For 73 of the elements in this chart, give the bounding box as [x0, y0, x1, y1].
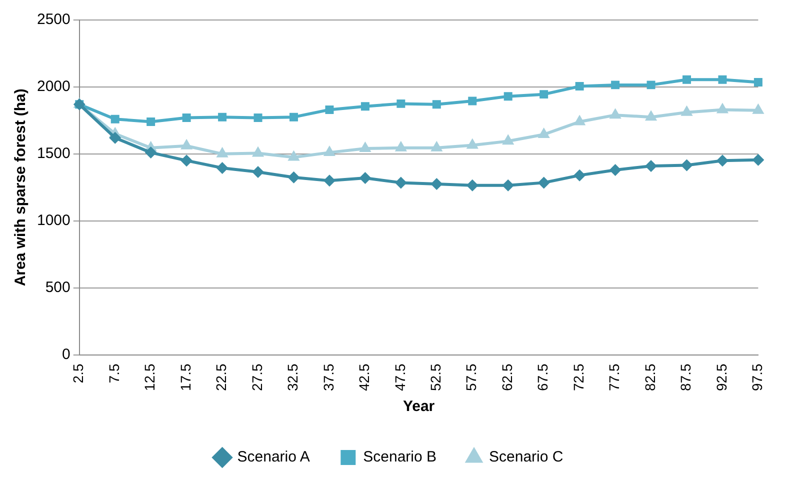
point	[468, 96, 477, 106]
point	[432, 100, 441, 109]
point	[396, 99, 406, 108]
point	[218, 112, 227, 122]
point	[504, 92, 512, 101]
x-tick-label: 2.5	[70, 364, 86, 384]
point	[288, 171, 300, 184]
point	[146, 118, 156, 126]
x-tick-label: 42.5	[356, 364, 372, 391]
point	[611, 80, 620, 90]
point	[644, 110, 658, 121]
x-tick-label: 12.5	[142, 364, 158, 391]
point	[716, 154, 728, 167]
x-tick-label: 32.5	[284, 364, 301, 391]
point	[216, 162, 228, 174]
x-tick-label: 92.5	[713, 364, 730, 391]
point	[645, 160, 658, 172]
point	[646, 80, 656, 90]
point	[144, 146, 157, 159]
y-tick-label: 2000	[36, 78, 70, 96]
x-tick-label: 7.5	[106, 364, 122, 384]
point	[680, 159, 693, 172]
point	[252, 166, 264, 178]
x-tick-label: 97.5	[749, 364, 766, 391]
point	[752, 154, 764, 166]
point	[360, 102, 370, 111]
x-tick-label: 22.5	[213, 364, 230, 391]
x-tick-label: 57.5	[463, 364, 480, 391]
point	[323, 174, 336, 187]
point	[359, 172, 372, 184]
legend-label: Scenario A	[237, 448, 310, 466]
point	[609, 164, 622, 176]
point	[182, 114, 191, 122]
point	[289, 112, 298, 122]
x-tick-label: 62.5	[498, 364, 515, 391]
point	[430, 178, 443, 190]
point	[394, 176, 407, 189]
x-tick-label: 72.5	[570, 364, 586, 391]
x-tick-label: 27.5	[248, 364, 265, 391]
y-tick-label: 500	[45, 278, 70, 296]
point	[540, 90, 548, 99]
point	[575, 82, 584, 91]
y-tick-label: 1000	[36, 212, 70, 229]
x-tick-label: 37.5	[320, 364, 336, 391]
point	[538, 176, 550, 189]
y-tick-label: 1500	[36, 145, 70, 162]
y-tick-label: 0	[62, 346, 70, 363]
point	[254, 114, 262, 122]
point	[754, 78, 762, 87]
point	[682, 75, 691, 84]
x-tick-label: 82.5	[642, 364, 658, 391]
x-tick-label: 47.5	[392, 364, 408, 391]
point	[323, 146, 336, 156]
x-tick-label: 17.5	[177, 364, 194, 391]
point	[502, 179, 514, 192]
x-tick-label: 67.5	[534, 364, 551, 391]
point	[359, 142, 372, 152]
point	[325, 105, 334, 114]
point	[180, 154, 193, 167]
point	[109, 132, 122, 144]
point	[466, 179, 478, 192]
point	[609, 108, 622, 119]
y-axis-title: Area with sparse forest (ha)	[12, 88, 30, 286]
y-tick-label: 2500	[36, 11, 70, 28]
x-axis-title: Year	[402, 398, 435, 416]
legend-label: Scenario C	[489, 448, 564, 466]
point	[718, 75, 727, 84]
x-tick-label: 87.5	[678, 364, 694, 391]
legend-label: Scenario B	[363, 448, 437, 466]
point	[110, 114, 120, 124]
x-tick-label: 77.5	[606, 364, 622, 391]
x-tick-label: 52.5	[428, 364, 444, 391]
point	[574, 169, 586, 182]
